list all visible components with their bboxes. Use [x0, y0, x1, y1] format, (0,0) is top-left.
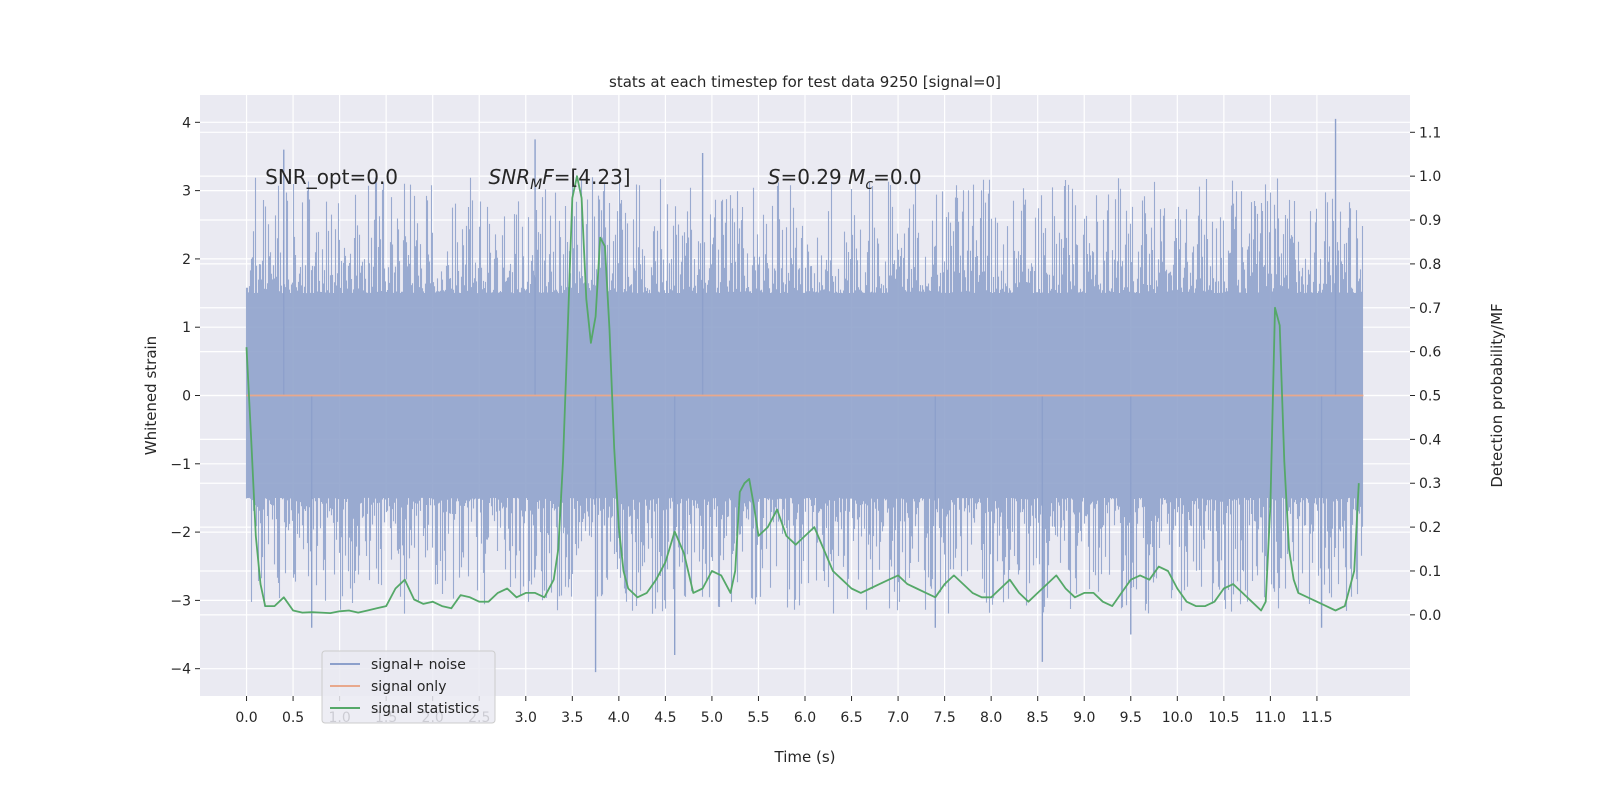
x-tick-label-9: 4.5 [654, 710, 676, 726]
y-tick-label-3: −1 [170, 457, 191, 473]
y-axis-label: Whitened strain [142, 336, 160, 455]
y2-tick-label-0: 0.0 [1419, 608, 1441, 624]
x-tick-label-21: 10.5 [1208, 710, 1239, 726]
series-signal-statistics [245, 175, 1360, 614]
y2-tick-label-10: 1.0 [1419, 169, 1441, 185]
chart-title: stats at each timestep for test data 925… [609, 73, 1001, 91]
y2-tick-label-9: 0.9 [1419, 213, 1441, 229]
x-tick-label-13: 6.5 [840, 710, 862, 726]
x-tick-label-19: 9.5 [1120, 710, 1142, 726]
x-tick-label-14: 7.0 [887, 710, 909, 726]
x-tick-label-22: 11.0 [1255, 710, 1286, 726]
annotation-2-part-3: c [865, 177, 873, 193]
legend-label-signal-noise: signal+ noise [371, 657, 466, 673]
y2-tick-label-5: 0.5 [1419, 389, 1441, 405]
y2-tick-label-3: 0.3 [1419, 476, 1441, 492]
series-signal-noise [245, 118, 1364, 673]
annotation-2-part-0: S [768, 165, 781, 189]
x-tick-label-6: 3.0 [515, 710, 537, 726]
y2-tick-label-4: 0.4 [1419, 432, 1441, 448]
annotation-2-part-4: =0.0 [873, 165, 922, 189]
annotations: SNR_opt=0.0 SNRMF=[4.23] S=0.29 Mc=0.0 [265, 165, 922, 193]
y2-tick-label-7: 0.7 [1419, 301, 1441, 317]
y-tick-label-7: 3 [182, 184, 191, 200]
x-tick-label-20: 10.0 [1162, 710, 1193, 726]
x-tick-label-12: 6.0 [794, 710, 816, 726]
x-tick-label-0: 0.0 [235, 710, 257, 726]
x-tick-label-1: 0.5 [282, 710, 304, 726]
x-tick-label-15: 7.5 [933, 710, 955, 726]
y2-tick-label-6: 0.6 [1419, 345, 1441, 361]
y-tick-label-8: 4 [182, 115, 191, 131]
legend-label-signal-only: signal only [371, 679, 446, 695]
x-tick-label-18: 9.0 [1073, 710, 1095, 726]
annotation-2: S=0.29 Mc=0.0 [768, 165, 922, 193]
annotation-0-part-0: SNR_opt=0.0 [265, 165, 398, 189]
y-tick-label-4: 0 [182, 389, 191, 405]
annotation-1-part-2: F [542, 165, 554, 189]
annotation-2-part-1: =0.29 [780, 165, 848, 189]
x-tick-label-8: 4.0 [608, 710, 630, 726]
x-tick-label-10: 5.0 [701, 710, 723, 726]
y-tick-label-0: −4 [170, 662, 191, 678]
annotation-1-part-1: M [530, 177, 542, 193]
annotation-1-part-0: SNR [489, 165, 531, 189]
y-tick-label-5: 1 [182, 320, 191, 336]
x-tick-label-16: 8.0 [980, 710, 1002, 726]
y2-tick-label-1: 0.1 [1419, 564, 1441, 580]
x-tick-label-11: 5.5 [747, 710, 769, 726]
y2-tick-label-8: 0.8 [1419, 257, 1441, 273]
legend: signal+ noise signal only signal statist… [321, 650, 496, 724]
y-tick-label-6: 2 [182, 252, 191, 268]
legend-label-signal-statistics: signal statistics [371, 701, 479, 717]
y-tick-label-1: −3 [170, 593, 191, 609]
annotation-0: SNR_opt=0.0 [265, 165, 398, 189]
annotation-2-part-2: M [848, 165, 865, 189]
y2-axis-label: Detection probability/MF [1488, 303, 1506, 487]
noise-trace [245, 177, 1364, 614]
x-axis-label: Time (s) [774, 748, 836, 766]
annotation-1: SNRMF=[4.23] [489, 165, 631, 193]
x-tick-label-7: 3.5 [561, 710, 583, 726]
annotation-1-part-3: =[4.23] [554, 165, 631, 189]
x-tick-label-17: 8.5 [1027, 710, 1049, 726]
x-tick-label-23: 11.5 [1301, 710, 1332, 726]
legend-box [321, 650, 496, 724]
y2-tick-label-11: 1.1 [1419, 125, 1441, 141]
y-tick-label-2: −2 [170, 525, 191, 541]
statistics-line [245, 175, 1360, 614]
y2-tick-label-2: 0.2 [1419, 520, 1441, 536]
